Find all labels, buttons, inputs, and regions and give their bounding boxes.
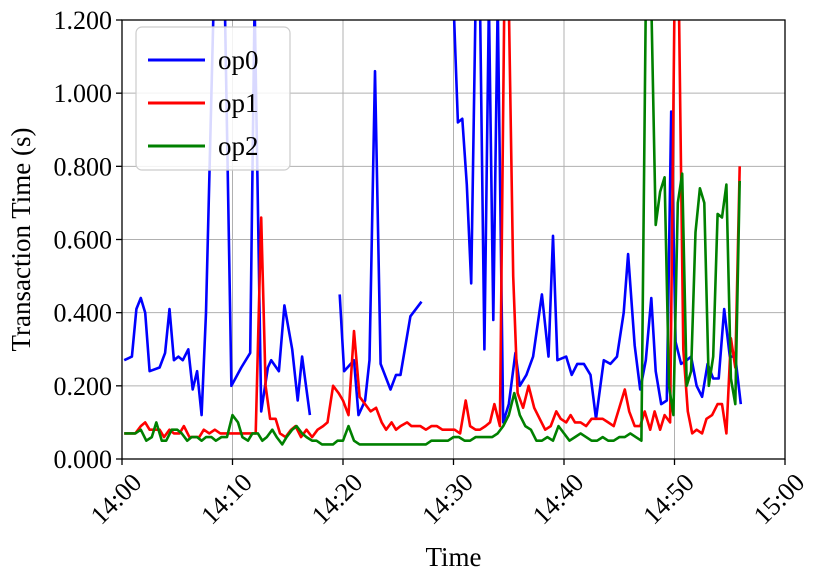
legend-label-op0: op0: [218, 45, 259, 75]
x-tick-label: 14:30: [416, 468, 478, 530]
series-line-op1-2-0: [124, 20, 741, 439]
series-line-op0-0-0: [123, 20, 312, 417]
x-tick-label: 14:50: [637, 468, 699, 530]
y-tick-label: 0.800: [54, 152, 113, 181]
x-tick-label: 14:20: [306, 468, 368, 530]
legend-box: [135, 26, 291, 171]
y-tick-label: 0.400: [54, 299, 113, 328]
y-tick-label: 0.000: [54, 445, 113, 474]
y-tick-label: 1.000: [54, 79, 113, 108]
y-tick-label: 1.200: [54, 6, 113, 35]
y-tick-label: 0.600: [54, 226, 113, 255]
x-tick-label: 14:10: [195, 468, 257, 530]
x-axis-title: Time: [425, 542, 481, 572]
series-line-op0-0-1: [338, 69, 423, 417]
legend-label-op1: op1: [218, 88, 259, 118]
y-axis-title: Transaction Time (s): [6, 127, 36, 351]
legend-label-op2: op2: [218, 131, 259, 161]
x-tick-label: 14:40: [527, 468, 589, 530]
x-tick-label: 15:00: [748, 468, 810, 530]
data-series: [123, 20, 743, 446]
y-tick-label: 0.200: [54, 372, 113, 401]
x-tick-label: 14:00: [85, 468, 147, 530]
legend: op0 op1 op2: [135, 26, 291, 171]
series-line-op2-3-0: [124, 20, 741, 446]
